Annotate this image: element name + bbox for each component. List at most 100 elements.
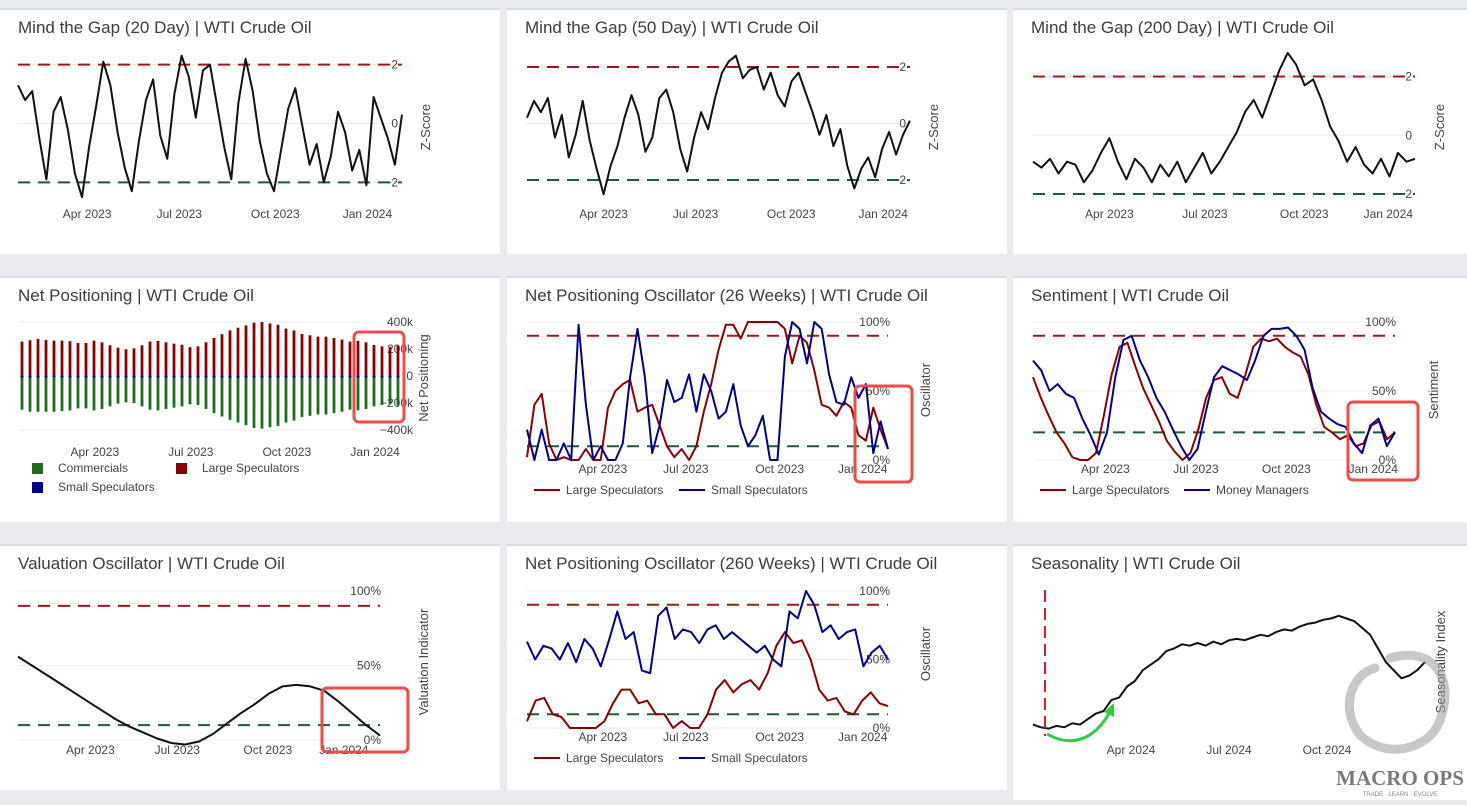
panel-npo260: Net Positioning Oscillator (260 Weeks) |… [507,544,1007,790]
bar [212,376,216,414]
bar [52,340,56,376]
bar [28,376,32,412]
highlight-box [352,330,406,424]
bar [196,376,200,378]
bar [172,376,176,378]
bar [172,343,176,376]
x-tick-label: Apr 2023 [578,730,627,744]
x-tick-label: Apr 2023 [579,207,628,221]
bar [292,330,296,376]
bar [116,347,120,376]
x-tick-label: Apr 2023 [578,462,627,476]
x-tick-label: Oct 2023 [755,462,804,476]
bar [164,342,168,376]
bar [172,376,176,408]
series-line [1032,326,1396,461]
bar [308,376,312,416]
bar [116,376,120,404]
bar [188,376,192,378]
bar [388,376,392,378]
bar [164,376,168,378]
bar [276,324,280,376]
bar [84,342,88,376]
legend-label: Small Speculators [58,480,155,494]
bar [124,376,128,378]
x-tick-label: Jan 2024 [350,445,400,459]
y-tick-label: 0 [391,117,398,131]
bar [108,376,112,378]
bar [36,376,40,378]
bar [108,345,112,376]
y-tick-label: 100% [350,584,381,598]
legend-label: Large Speculators [566,483,663,497]
bar [156,340,160,376]
bar [28,340,32,376]
bar [236,327,240,376]
y-tick-label: 200k [387,342,414,356]
y-tick-label: 0 [899,117,906,131]
highlight-box [853,384,914,484]
bar [156,376,160,411]
bar [252,322,256,376]
bar [332,376,336,414]
bar [364,342,368,376]
bar [340,339,344,376]
chart-title: Valuation Oscillator | WTI Crude Oil [18,554,285,573]
bar [36,376,40,412]
series-line [526,54,911,196]
x-tick-label: Jul 2023 [155,743,201,757]
chart-seasonality: Apr 2024 Jul 2024 Oct 2024 Seasonality Inde… [1032,590,1448,757]
x-tick-label: Apr 2023 [70,445,119,459]
bar [340,376,344,378]
bar [292,376,296,421]
panel-netpos: Net Positioning | WTI Crude Oil 400k 200k… [0,276,500,522]
x-tick-label: Jul 2023 [663,462,709,476]
chart-title: Mind the Gap (200 Day) | WTI Crude Oil [1031,18,1334,37]
legend-label: Small Speculators [711,483,808,497]
bar [148,376,152,410]
bar [188,376,192,405]
bar [356,376,360,411]
x-tick-label: Oct 2023 [755,730,804,744]
bar [188,347,192,376]
series-line [17,655,381,746]
y-tick-label: 0% [364,733,382,747]
bar [212,337,216,376]
x-tick-label: Jan 2024 [343,207,393,221]
chart-title: Net Positioning Oscillator (260 Weeks) |… [525,554,938,573]
bar [100,376,104,378]
bar [196,376,200,405]
x-tick-label: Jan 2024 [838,730,888,744]
bar [116,376,120,378]
legend-swatch [176,463,187,474]
bar [268,376,272,378]
bar [220,376,224,378]
chart-title: Seasonality | WTI Crude Oil [1031,554,1241,573]
legend-swatch [32,482,43,493]
bar [108,376,112,407]
arrow-head-icon [1104,703,1114,717]
bar [60,340,64,376]
bar [308,376,312,378]
x-tick-label: Jul 2023 [673,207,719,221]
chart-npo260: 100% 50% 0% Apr 2023 Jul 2023 Oct 2023 Jan 202… [526,584,933,765]
bar [196,346,200,376]
y-axis-label: Net Positioning [416,334,431,421]
highlight-box [1346,400,1420,482]
series-line [1032,337,1396,461]
y-axis-label: Oscillator [918,362,933,417]
panel-mtg50: Mind the Gap (50 Day) | WTI Crude Oil 2 0… [507,8,1007,254]
panel-npo26: Net Positioning Oscillator (26 Weeks) | … [507,276,1007,522]
bar [20,341,24,376]
y-tick-label: 100% [859,584,890,598]
series-line [17,54,403,199]
y-axis-label: Sentiment [1426,360,1441,419]
y-tick-label: 100% [859,315,890,329]
bar [140,376,144,378]
bar [316,376,320,415]
y-axis-label: Valuation Indicator [416,608,431,715]
y-axis-label: Z-Score [1432,104,1447,150]
bar [92,340,96,376]
bar [228,330,232,376]
